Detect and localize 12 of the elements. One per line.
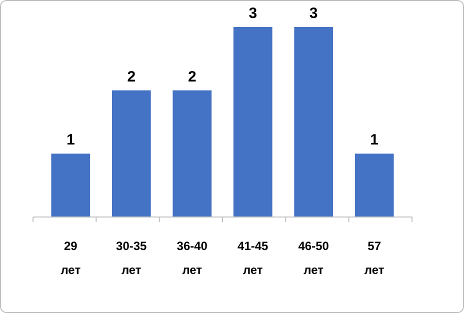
x-tick-label: 46-50 лет	[298, 239, 330, 277]
data-label: 3	[248, 5, 258, 22]
x-tick-label: 36-40 лет	[176, 239, 208, 277]
x-tick-label: 29 лет	[60, 239, 81, 277]
data-label: 1	[66, 132, 75, 149]
data-label: 1	[370, 132, 379, 149]
data-label: 2	[127, 68, 136, 86]
x-tick-label: 30-35 лет	[116, 239, 148, 277]
x-tick-label: 41-45 лет	[238, 239, 269, 277]
data-label: 3	[309, 5, 318, 22]
data-label: 2	[188, 68, 196, 86]
x-tick-label: 57 лет	[364, 239, 384, 277]
